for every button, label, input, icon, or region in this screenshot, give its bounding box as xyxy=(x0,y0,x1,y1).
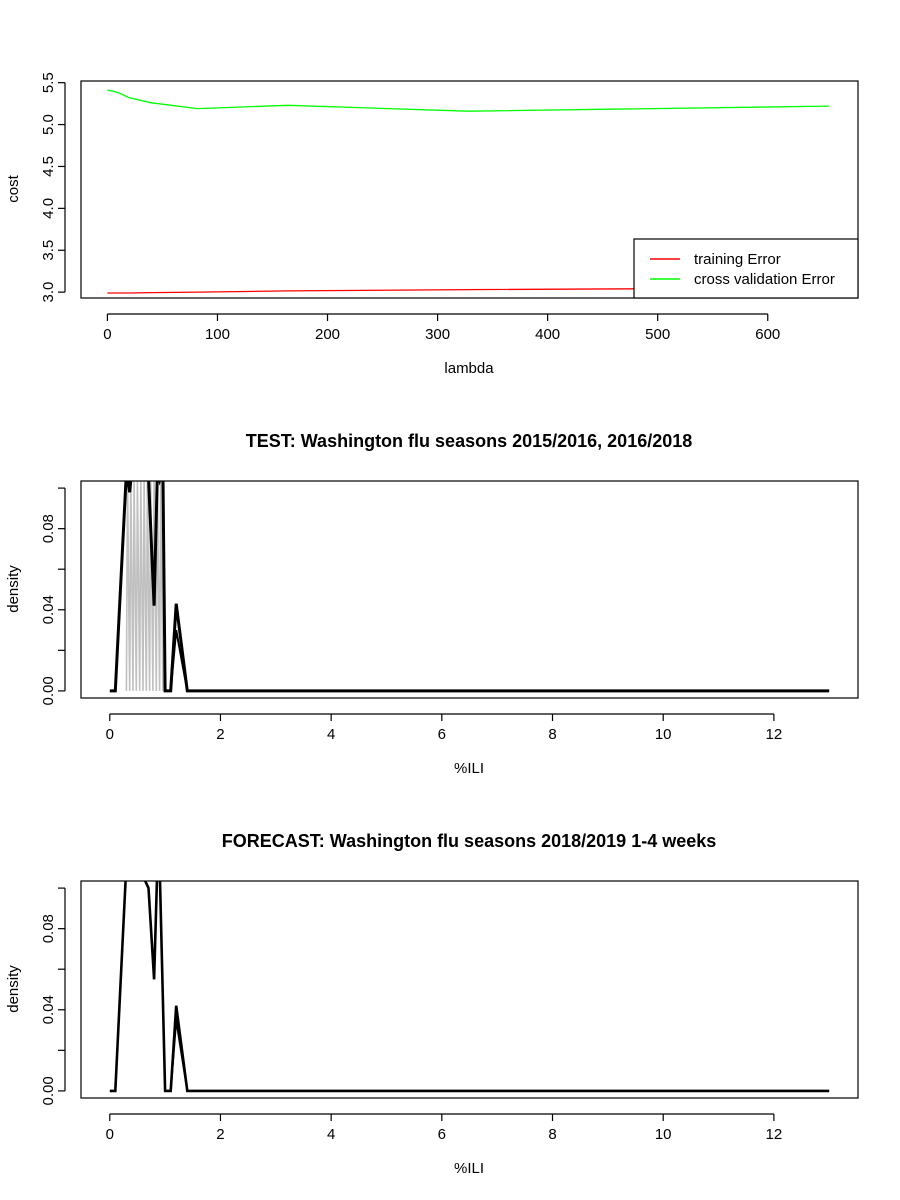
x-axis-label: %ILI xyxy=(454,1160,484,1177)
axes: 0 2 4 6 8 10 12 0.00 0.04 0.08 xyxy=(40,487,783,743)
x-tick-label: 12 xyxy=(766,726,783,743)
axes: 0 100 200 300 400 500 600 3.0 3.5 4.0 4.5 5.0 5.5 xyxy=(40,72,780,343)
series-line-1 xyxy=(109,881,830,1093)
x-tick-label: 2 xyxy=(216,1126,224,1143)
y-axis-label: density xyxy=(5,965,22,1013)
legend-label-training-error: training Error xyxy=(694,251,781,268)
x-tick-label: 500 xyxy=(645,326,670,343)
x-tick-label: 8 xyxy=(548,1126,556,1143)
series-line-2 xyxy=(169,1019,189,1092)
y-tick-label: 0.08 xyxy=(40,514,57,543)
x-tick-label: 2 xyxy=(216,726,224,743)
plot-frame xyxy=(80,80,859,299)
y-tick-label: 4.0 xyxy=(40,198,57,219)
plot-frame xyxy=(80,880,859,1099)
x-tick-label: 300 xyxy=(425,326,450,343)
cost-vs-lambda-panel: 0 100 200 300 400 500 600 3.0 3.5 4.0 4.5 5.0 5.5 la… xyxy=(5,72,859,377)
y-tick-label: 5.5 xyxy=(40,72,57,93)
test-density-panel: TEST: Washington flu seasons 2015/2016, … xyxy=(5,431,859,777)
series-line-training-error xyxy=(107,287,830,294)
x-tick-label: 200 xyxy=(315,326,340,343)
y-axis-label: cost xyxy=(5,174,22,202)
x-tick-label: 10 xyxy=(655,726,672,743)
x-tick-label: 12 xyxy=(766,1126,783,1143)
x-tick-label: 600 xyxy=(755,326,780,343)
plot-title: FORECAST: Washington flu seasons 2018/20… xyxy=(222,831,717,851)
x-tick-label: 6 xyxy=(438,1126,446,1143)
y-tick-label: 3.0 xyxy=(40,282,57,303)
y-tick-label: 0.00 xyxy=(40,1076,57,1105)
series-line-3 xyxy=(169,629,189,692)
x-tick-label: 100 xyxy=(205,326,230,343)
x-axis-label: %ILI xyxy=(454,760,484,777)
forecast-density-panel: FORECAST: Washington flu seasons 2018/20… xyxy=(5,831,859,1177)
series-line-cross-validation-error xyxy=(107,89,830,112)
y-axis-label: density xyxy=(5,565,22,613)
series-line-1 xyxy=(125,481,164,691)
legend-label-cross-validation-error: cross validation Error xyxy=(694,271,835,288)
y-tick-label: 0.08 xyxy=(40,914,57,943)
plot-marks xyxy=(109,881,830,1093)
plot-title: TEST: Washington flu seasons 2015/2016, … xyxy=(246,431,693,451)
y-tick-label: 0.04 xyxy=(40,995,57,1024)
legend: training Error cross validation Error xyxy=(633,238,859,299)
x-tick-label: 4 xyxy=(327,726,335,743)
x-axis-label: lambda xyxy=(444,360,494,377)
x-tick-label: 8 xyxy=(548,726,556,743)
x-tick-label: 6 xyxy=(438,726,446,743)
x-tick-label: 4 xyxy=(327,1126,335,1143)
y-tick-label: 3.5 xyxy=(40,240,57,261)
plot-marks xyxy=(109,481,830,693)
x-tick-label: 0 xyxy=(106,726,114,743)
x-tick-label: 400 xyxy=(535,326,560,343)
x-tick-label: 0 xyxy=(103,326,111,343)
x-tick-label: 10 xyxy=(655,1126,672,1143)
plot-marks xyxy=(107,89,830,294)
y-tick-label: 5.0 xyxy=(40,114,57,135)
y-tick-label: 0.04 xyxy=(40,595,57,624)
series-line-2 xyxy=(109,481,830,693)
x-tick-label: 0 xyxy=(106,1126,114,1143)
plot-frame xyxy=(80,480,859,699)
axes: 0 2 4 6 8 10 12 0.00 0.04 0.08 xyxy=(40,887,783,1143)
legend-box xyxy=(633,238,859,299)
y-tick-label: 4.5 xyxy=(40,156,57,177)
y-tick-label: 0.00 xyxy=(40,676,57,705)
